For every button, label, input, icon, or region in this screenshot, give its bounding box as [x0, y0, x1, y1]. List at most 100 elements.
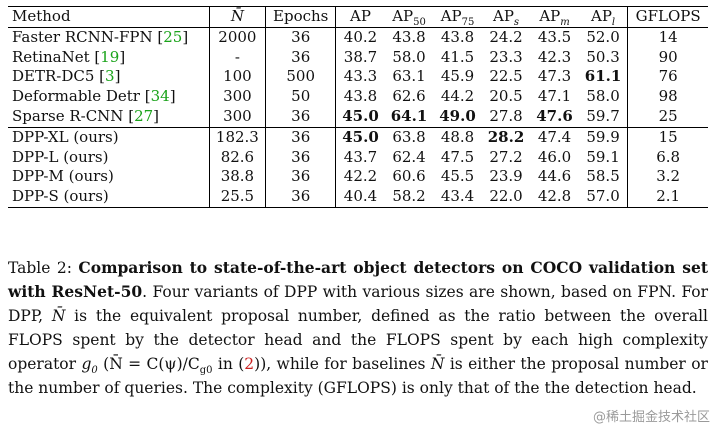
cell: 76	[658, 67, 678, 86]
cell: 38.7	[343, 47, 378, 66]
cell: 57.0	[578, 187, 629, 208]
cell: 2000	[209, 27, 267, 48]
cell: 98	[658, 87, 678, 106]
results-table-container: Method N̄ Epochs AP AP50 AP75 APs APm AP…	[8, 6, 708, 208]
caption-text-6: is either the proposal number or the num…	[8, 355, 708, 397]
caption-text-5: )), while for baselines	[254, 355, 426, 373]
cell: 52.0	[578, 27, 629, 48]
table-caption: Table 2: Comparison to state-of-the-art …	[8, 256, 708, 400]
header-apm: APm	[530, 6, 579, 28]
baseline-rows: Faster RCNN-FPN [25] 2000 36 40.2 43.8 4…	[8, 27, 708, 128]
cell: 500	[265, 67, 337, 88]
cell: 58.2	[384, 187, 434, 208]
caption-text-4: in (	[217, 355, 245, 373]
results-table: Method N̄ Epochs AP AP50 AP75 APs APm AP…	[8, 6, 708, 208]
cell: 43.7	[343, 147, 378, 166]
cell: 36	[265, 127, 337, 148]
caption-label: Table 2:	[8, 259, 72, 277]
table-row: Faster RCNN-FPN [25] 2000 36 40.2 43.8 4…	[8, 27, 708, 48]
header-aps: APs	[481, 6, 531, 28]
cell: 300	[209, 106, 267, 128]
cell: 44.6	[537, 167, 572, 186]
citation-link[interactable]: 3	[105, 67, 115, 86]
cell-best: 28.2	[487, 127, 525, 146]
header-ap50: AP50	[384, 6, 434, 28]
cell: 36	[265, 167, 337, 188]
table-row: RetinaNet [19] - 36 38.7 58.0 41.5 23.3 …	[8, 47, 708, 68]
cell: 45.5	[440, 167, 475, 186]
cell: 43.4	[433, 187, 482, 208]
cell: 43.3	[343, 67, 378, 86]
cell: 62.6	[392, 87, 426, 106]
caption-nbar-2: N̄	[430, 355, 445, 373]
cell: 43.8	[343, 87, 378, 106]
table-row: Deformable Detr [34] 300 50 43.8 62.6 44…	[8, 87, 708, 107]
equation-ref-link[interactable]: 2	[244, 355, 255, 373]
caption-formula: (N̄ = C(ψ)/Cg0	[103, 355, 213, 377]
cell: 47.1	[537, 87, 572, 106]
cell: 23.3	[489, 47, 523, 66]
method-cell: DPP-L (ours)	[8, 147, 210, 168]
cell: 38.8	[209, 167, 267, 188]
cell: 48.8	[440, 127, 475, 146]
cell: 182.3	[209, 127, 267, 148]
cell: 45.9	[440, 67, 475, 86]
table-row: DPP-L (ours) 82.6 36 43.7 62.4 47.5 27.2…	[8, 147, 708, 168]
cell: 27.8	[481, 106, 531, 128]
ours-rows: DPP-XL (ours) 182.3 36 45.0 63.8 48.8 28…	[8, 127, 708, 208]
cell: 23.9	[489, 167, 523, 186]
citation-link[interactable]: 19	[100, 47, 120, 66]
cell: 60.6	[392, 167, 426, 186]
cell: 43.8	[392, 27, 426, 46]
cell: 58.0	[392, 47, 426, 66]
caption-nbar: N̄	[51, 307, 66, 325]
cell: 20.5	[489, 87, 523, 106]
cell: 59.7	[578, 106, 629, 128]
caption-text-2: is the equivalent proposal number, defin…	[8, 307, 708, 373]
header-method: Method	[8, 6, 210, 28]
cell: 44.2	[440, 87, 475, 106]
method-cell: DETR-DC5 [3]	[8, 67, 210, 88]
cell: 42.2	[343, 167, 378, 186]
cell: 22.0	[481, 187, 531, 208]
caption-text-1: . Four variants of DPP with various size…	[8, 283, 709, 325]
cell: 3.2	[656, 167, 681, 186]
cell: 25.5	[209, 187, 267, 208]
cell: 300	[209, 87, 267, 107]
method-cell: DPP-M (ours)	[8, 167, 210, 188]
cell-best: 45.0	[342, 127, 379, 146]
header-nbar: N̄	[209, 6, 267, 28]
citation-link[interactable]: 25	[163, 27, 183, 46]
cell: 36	[265, 187, 337, 208]
cell: 36	[265, 106, 337, 128]
table-row: DPP-S (ours) 25.5 36 40.4 58.2 43.4 22.0…	[8, 187, 708, 208]
header-epochs: Epochs	[265, 6, 337, 28]
cell: 58.5	[578, 167, 629, 188]
citation-link[interactable]: 34	[150, 87, 170, 106]
cell: 46.0	[537, 147, 572, 166]
cell: 58.0	[578, 87, 629, 107]
cell: 42.3	[537, 47, 572, 66]
watermark: @稀土掘金技术社区	[592, 410, 710, 425]
cell: 82.6	[209, 147, 267, 168]
table-row: DPP-XL (ours) 182.3 36 45.0 63.8 48.8 28…	[8, 127, 708, 148]
citation-link[interactable]: 27	[134, 106, 154, 125]
cell: 40.2	[343, 27, 378, 46]
table-header-row: Method N̄ Epochs AP AP50 AP75 APs APm AP…	[8, 6, 708, 28]
method-cell: RetinaNet [19]	[8, 47, 210, 68]
method-cell: Deformable Detr [34]	[8, 87, 210, 107]
method-cell: Sparse R-CNN [27]	[8, 106, 210, 128]
table-row: DETR-DC5 [3] 100 500 43.3 63.1 45.9 22.5…	[8, 67, 708, 88]
cell: 24.2	[489, 27, 523, 46]
cell: 59.1	[578, 147, 629, 168]
method-cell: Faster RCNN-FPN [25]	[8, 27, 210, 48]
caption-title: Comparison to state-of-the-art object de…	[8, 258, 708, 301]
cell: 59.9	[578, 127, 629, 148]
cell-best: 64.1	[384, 106, 434, 128]
cell: 47.4	[537, 127, 572, 146]
header-ap: AP	[335, 6, 385, 28]
cell: 62.4	[392, 147, 426, 166]
cell-best: 45.0	[335, 106, 385, 128]
header-ap75: AP75	[433, 6, 482, 28]
cell: 50	[265, 87, 337, 107]
